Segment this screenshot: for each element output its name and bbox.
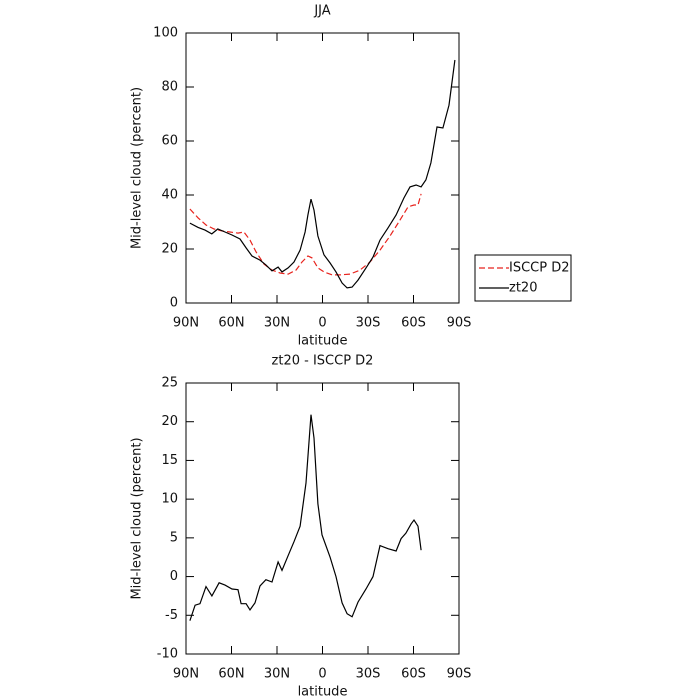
x-axis-label: latitude [298, 334, 348, 349]
y-tick-label: 40 [161, 188, 178, 203]
y-tick-label: 20 [161, 242, 178, 257]
data-line [189, 59, 456, 289]
y-axis-label: Mid-level cloud (percent) [130, 437, 145, 599]
x-tick-label: 90N [173, 316, 199, 331]
x-tick-label: 90N [173, 667, 199, 682]
x-tick-label: 60N [218, 316, 244, 331]
x-tick-label: 0 [318, 667, 326, 682]
x-tick-label: 60S [401, 667, 426, 682]
x-tick-label: 30S [356, 667, 381, 682]
y-tick-label: -5 [165, 608, 178, 623]
x-tick-label: 0 [318, 316, 326, 331]
y-tick-label: 80 [161, 80, 178, 95]
x-tick-label: 30N [264, 316, 290, 331]
x-tick-label: 90S [447, 316, 472, 331]
legend-box [474, 254, 572, 302]
y-tick-label: 0 [170, 296, 178, 311]
plot-frame [185, 32, 460, 304]
x-tick-label: 60S [401, 316, 426, 331]
data-line [189, 414, 422, 621]
plot-frame [185, 382, 460, 655]
y-tick-label: 100 [153, 26, 178, 41]
x-axis-label: latitude [298, 685, 348, 700]
x-tick-label: 30S [356, 316, 381, 331]
y-tick-label: 20 [161, 414, 178, 429]
y-tick-label: 0 [170, 569, 178, 584]
x-tick-label: 60N [218, 667, 244, 682]
y-tick-label: 60 [161, 134, 178, 149]
chart-title: zt20 - ISCCP D2 [272, 354, 374, 369]
legend-label: zt20 [509, 281, 537, 296]
x-tick-label: 90S [447, 667, 472, 682]
y-tick-label: 10 [161, 492, 178, 507]
data-line [189, 193, 422, 276]
y-tick-label: 15 [161, 453, 178, 468]
y-tick-label: -10 [157, 647, 178, 662]
chart-title: JJA [313, 4, 330, 19]
y-axis-label: Mid-level cloud (percent) [130, 87, 145, 249]
legend-label: ISCCP D2 [509, 261, 570, 276]
y-tick-label: 25 [161, 376, 178, 391]
x-tick-label: 30N [264, 667, 290, 682]
y-tick-label: 5 [170, 530, 178, 545]
